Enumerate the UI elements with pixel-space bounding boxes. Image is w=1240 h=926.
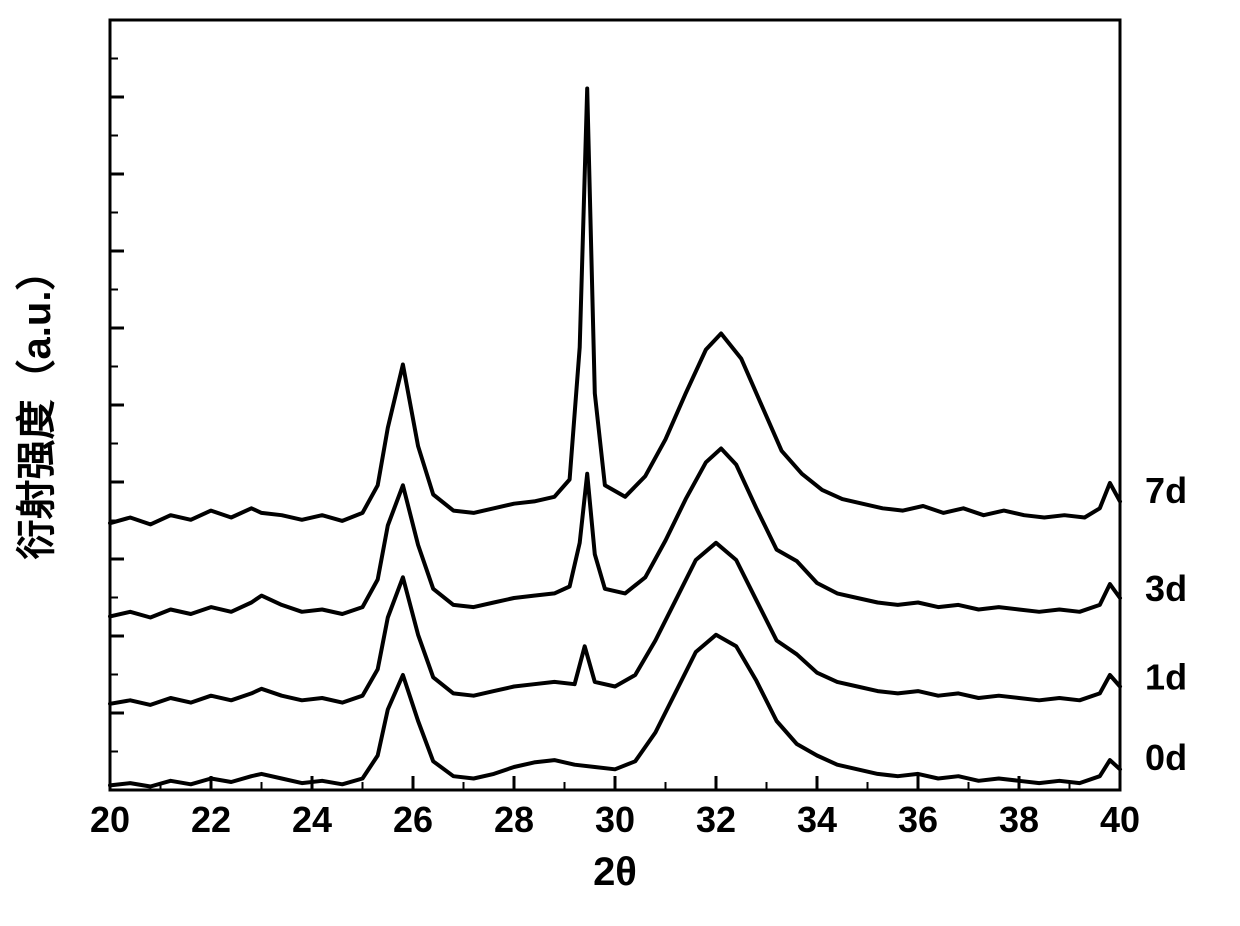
xrd-trace: [110, 449, 1120, 618]
chart-svg: 20 22 24 26 28 30 32 34 36 38 40 2θ 衍射强度（a.u.） 0d 1d 3d…: [0, 0, 1240, 926]
x-axis-title: 2θ: [593, 850, 637, 894]
x-tick-label: 26: [393, 799, 433, 840]
series-label: 3d: [1145, 568, 1187, 609]
x-tick-label: 34: [797, 799, 837, 840]
x-tick-label: 36: [898, 799, 938, 840]
series-label: 0d: [1145, 737, 1187, 778]
x-tick-label: 22: [191, 799, 231, 840]
x-tick-label: 40: [1100, 799, 1140, 840]
y-axis-title: 衍射强度（a.u.）: [15, 251, 59, 560]
x-tick-label: 20: [90, 799, 130, 840]
plot-frame: [110, 20, 1120, 790]
series-label: 7d: [1145, 470, 1187, 511]
xrd-chart: 20 22 24 26 28 30 32 34 36 38 40 2θ 衍射强度（a.u.） 0d 1d 3d…: [0, 0, 1240, 926]
xrd-trace: [110, 635, 1120, 787]
x-tick-label: 24: [292, 799, 332, 840]
series-label: 1d: [1145, 656, 1187, 697]
x-tick-label: 28: [494, 799, 534, 840]
xrd-trace: [110, 89, 1120, 525]
xrd-trace: [110, 543, 1120, 705]
x-tick-label: 38: [999, 799, 1039, 840]
x-tick-label: 32: [696, 799, 736, 840]
x-tick-label: 30: [595, 799, 635, 840]
